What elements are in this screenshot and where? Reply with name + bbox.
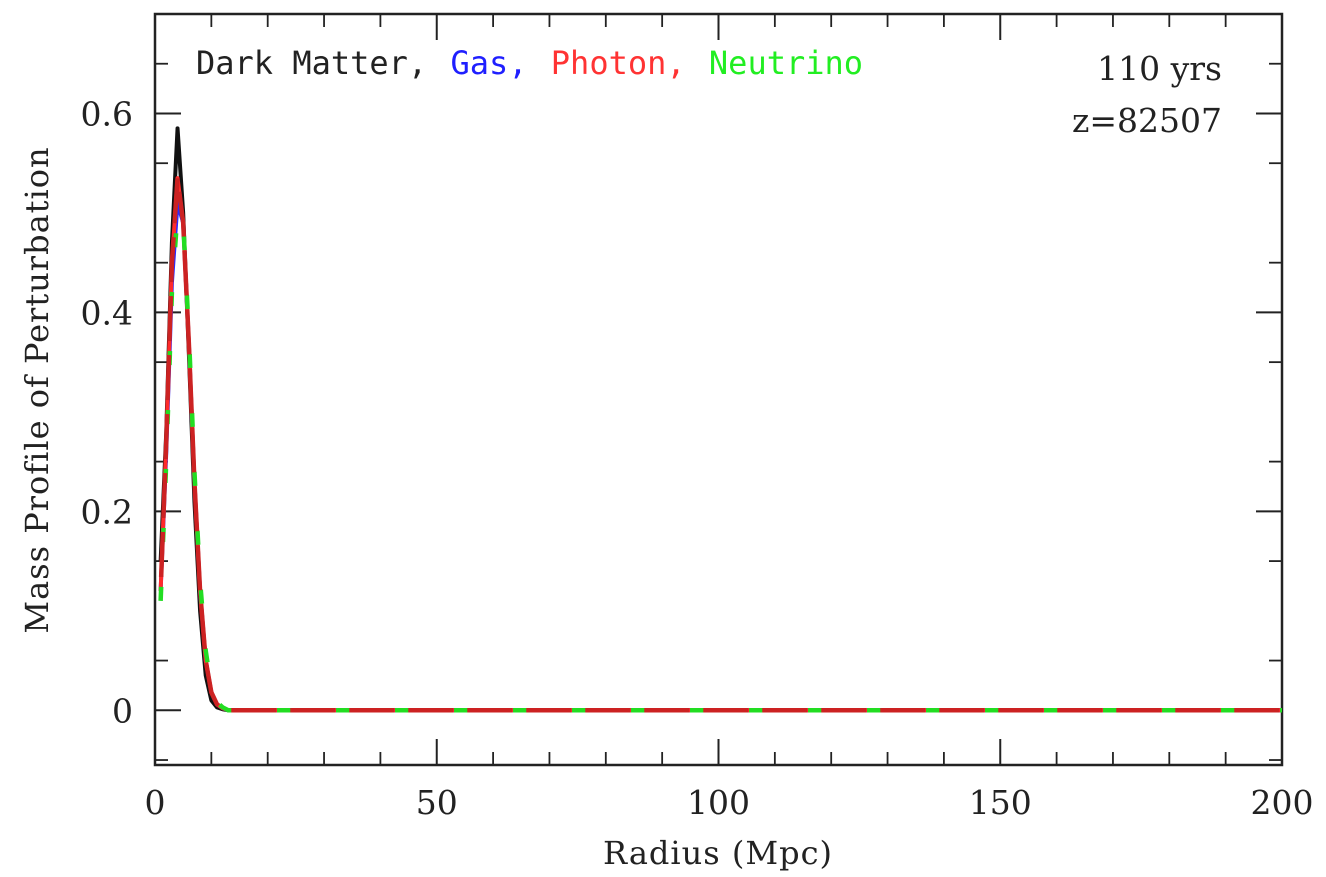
x-tick-label: 150 [969, 783, 1032, 822]
series-line-2 [158, 176, 1282, 713]
series-line-0 [158, 126, 1282, 713]
series-layer [158, 126, 1282, 713]
x-tick-label: 50 [416, 783, 458, 822]
y-tick-labels: 0 0.2 0.4 0.6 [81, 94, 133, 730]
y-axis-label: Mass Profile of Perturbation [18, 146, 56, 633]
y-tick-label: 0.6 [81, 94, 133, 133]
y-tick-label: 0 [112, 691, 133, 730]
legend: Dark Matter, Gas, Photon, Neutrino [196, 44, 863, 82]
legend-entry-photon: Photon, [551, 44, 686, 82]
y-tick-label: 0.4 [81, 293, 133, 332]
legend-entry-neutrino: Neutrino [709, 44, 863, 82]
x-tick-label: 100 [687, 783, 750, 822]
legend-entry-dark-matter: Dark Matter, [196, 44, 427, 82]
series-line-4 [158, 175, 1282, 713]
series-line-1 [158, 200, 1282, 713]
x-tick-labels: 0 50 100 150 200 [145, 783, 1314, 822]
time-annotation: 110 yrs [1097, 49, 1222, 88]
x-tick-label: 200 [1251, 783, 1314, 822]
redshift-annotation: z=82507 [1072, 101, 1222, 140]
x-axis-label: Radius (Mpc) [603, 834, 833, 872]
y-tick-label: 0.2 [81, 492, 133, 531]
x-tick-label: 0 [145, 783, 166, 822]
legend-entry-gas: Gas, [450, 44, 527, 82]
series-line-3 [158, 210, 1282, 713]
